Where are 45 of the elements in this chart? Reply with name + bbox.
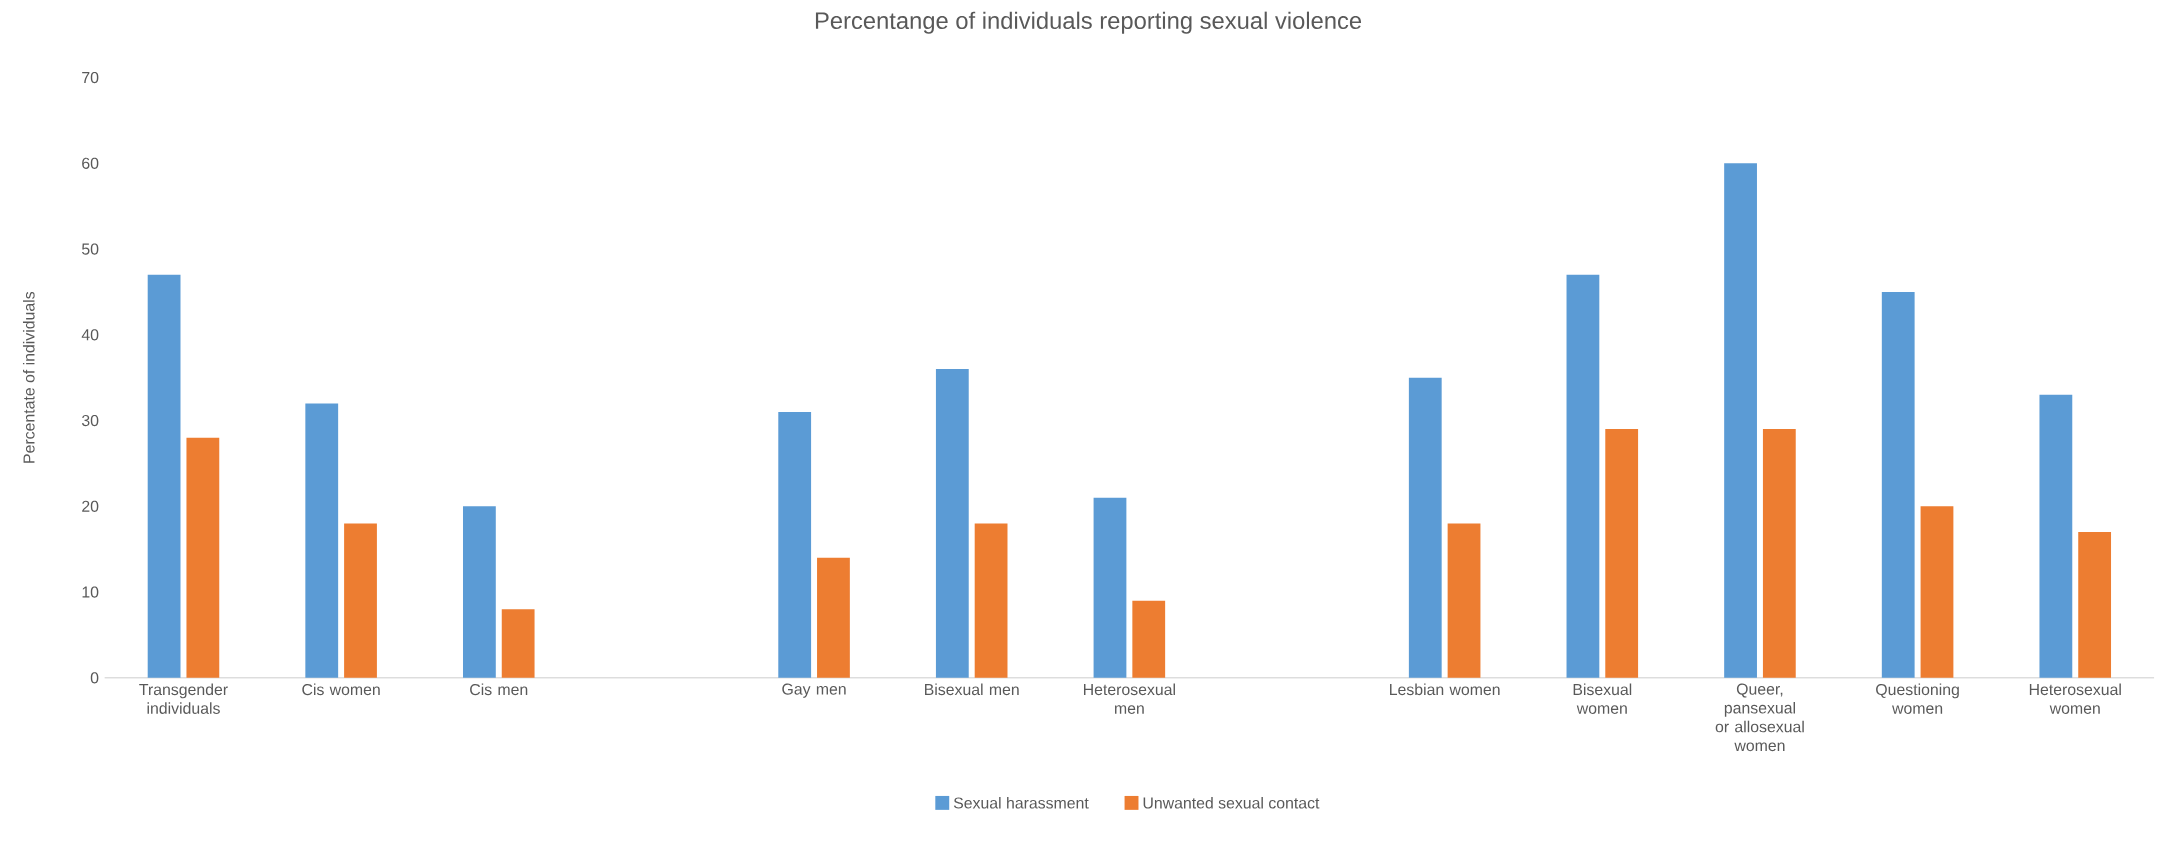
x-tick-label: Heterosexual women [2029, 683, 2121, 715]
bar [1566, 274, 1600, 678]
y-tick-label: 0 [90, 672, 99, 684]
x-tick-label: Gay men [782, 683, 846, 698]
bar [1408, 377, 1442, 678]
bar [186, 437, 220, 678]
x-tick-label: Transgender individuals [139, 683, 228, 715]
y-tick-label: 40 [81, 329, 99, 341]
legend-label: Unwanted sexual contact [1143, 797, 1320, 809]
bar [1762, 429, 1796, 678]
y-tick-label: 10 [82, 586, 99, 598]
y-tick-label: 50 [81, 243, 99, 255]
bar [1605, 429, 1639, 678]
bar [344, 523, 377, 678]
bar [1447, 523, 1481, 678]
bar [935, 369, 969, 678]
bar [1093, 497, 1127, 678]
bar [974, 523, 1008, 678]
bar [462, 506, 496, 678]
x-tick-label: Bisexual men [925, 683, 1019, 696]
bar [2078, 532, 2112, 678]
bar [817, 557, 850, 678]
bar [1881, 292, 1915, 678]
bar [501, 609, 535, 678]
x-tick-label: Questioning women [1876, 683, 1959, 715]
bar [1920, 506, 1954, 678]
y-tick-label: 20 [82, 500, 99, 513]
bar [2039, 394, 2073, 678]
bar [147, 274, 181, 678]
x-tick-label: Cis women [302, 683, 380, 696]
y-axis-title: Percentate of individuals [22, 292, 35, 463]
bar [778, 412, 812, 678]
y-tick-label: 70 [82, 72, 99, 84]
x-tick-label: Cis men [470, 683, 528, 696]
chart-title: Percentange of individuals reporting sexual violence [815, 11, 1362, 34]
bar [1724, 163, 1757, 678]
x-tick-label: Queer, pansexual or allosexual women [1715, 683, 1804, 752]
x-tick-label: Heterosexual men [1084, 683, 1175, 715]
y-tick-label: 60 [82, 157, 99, 170]
x-tick-label: Lesbian women [1390, 683, 1500, 696]
x-tick-label: Bisexual women [1573, 683, 1632, 715]
y-tick-label: 30 [81, 415, 99, 427]
bar [1132, 600, 1166, 678]
bar [305, 403, 339, 678]
legend-label: Sexual harassment [953, 797, 1089, 809]
